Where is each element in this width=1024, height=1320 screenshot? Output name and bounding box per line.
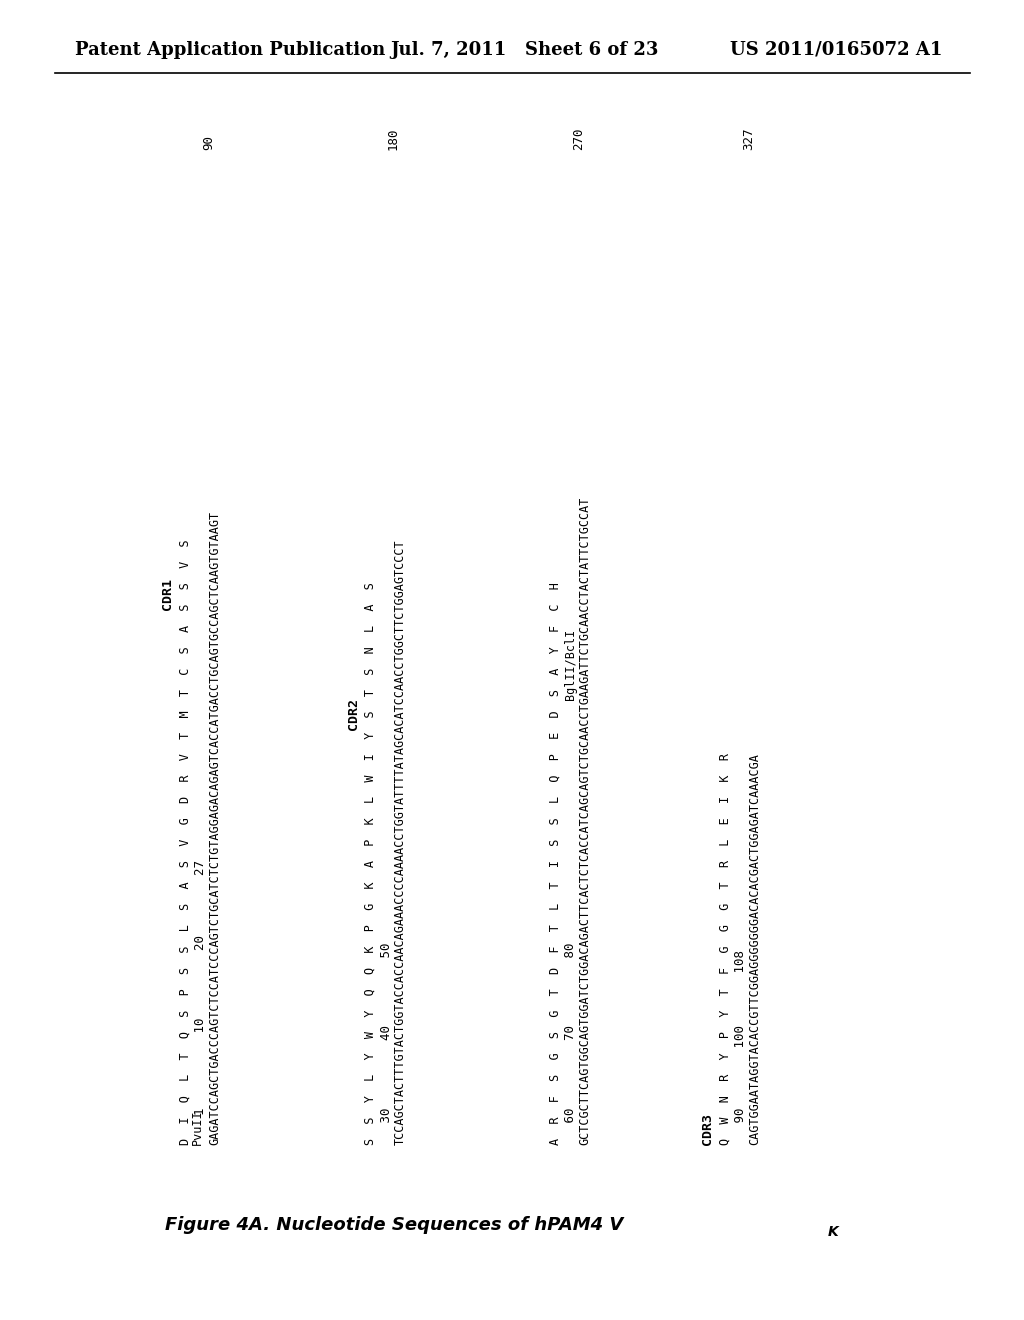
Text: CDR1: CDR1 xyxy=(162,578,174,610)
Text: 90: 90 xyxy=(202,135,215,150)
Text: 90        100       108: 90 100 108 xyxy=(734,950,748,1144)
Text: 30         40         50: 30 40 50 xyxy=(380,942,392,1144)
Text: Q  W  N  R  Y  P  Y  T  F  G  G  G  T  R  L  E  I  K  R: Q W N R Y P Y T F G G G T R L E I K R xyxy=(719,754,731,1144)
Text: Jul. 7, 2011   Sheet 6 of 23: Jul. 7, 2011 Sheet 6 of 23 xyxy=(390,41,658,59)
Text: GAGATCCAGCTGACCCAGTCTCCATCCCAGTCTGCATCTCTGTAGGAGACAGAGTCACCATGACCTGCAGTGCCAGCTCA: GAGATCCAGCTGACCCAGTCTCCATCCCAGTCTGCATCTC… xyxy=(209,511,221,1144)
Text: CDR3: CDR3 xyxy=(701,1113,715,1144)
Text: 1          10         20        27: 1 10 20 27 xyxy=(195,861,208,1144)
Text: 180: 180 xyxy=(387,128,400,150)
Text: CDR2: CDR2 xyxy=(346,698,359,730)
Text: PvuII: PvuII xyxy=(190,1109,204,1144)
Text: S  S  Y  L  Y  W  Y  Q  Q  K  P  G  K  A  P  K  L  W  I  Y  S  T  S  N  L  A  S: S S Y L Y W Y Q Q K P G K A P K L W I Y … xyxy=(364,582,377,1144)
Text: BglII/BclI: BglII/BclI xyxy=(564,628,578,700)
Text: 60         70         80: 60 70 80 xyxy=(564,942,578,1144)
Text: 270: 270 xyxy=(572,128,585,150)
Text: 327: 327 xyxy=(742,128,755,150)
Text: Patent Application Publication: Patent Application Publication xyxy=(75,41,385,59)
Text: US 2011/0165072 A1: US 2011/0165072 A1 xyxy=(730,41,942,59)
Text: CAGTGGAATAGGTACACCGTTCGGAGGGGGGGACACACGACTGGAGATCAAACGA: CAGTGGAATAGGTACACCGTTCGGAGGGGGGGACACACGA… xyxy=(749,754,762,1144)
Text: GCTCGCTTCAGTGGCAGTGGATCTGGACAGACTTCACTCTCACCATCAGCAGTCTGCAACCTGAAGATTCTGCAACCTAC: GCTCGCTTCAGTGGCAGTGGATCTGGACAGACTTCACTCT… xyxy=(579,496,592,1144)
Text: A  R  F  S  G  S  G  T  D  F  T  L  T  I  S  S  L  Q  P  E  D  S  A  Y  F  C  H: A R F S G S G T D F T L T I S S L Q P E … xyxy=(549,582,561,1144)
Text: TCCAGCTACTTTGTACTGGTACCACCAACAGAAACCCCAAAACCTGGTATTTTATAGCACATCCAACCTGGCTTCTGGAG: TCCAGCTACTTTGTACTGGTACCACCAACAGAAACCCCAA… xyxy=(393,540,407,1144)
Text: Figure 4A. Nucleotide Sequences of hPAM4 V: Figure 4A. Nucleotide Sequences of hPAM4… xyxy=(165,1216,624,1234)
Text: K: K xyxy=(828,1225,839,1239)
Text: D  I  Q  L  T  Q  S  P  S  S  L  S  A  S  V  G  D  R  V  T  M  T  C  S  A  S  S : D I Q L T Q S P S S L S A S V G D R V T … xyxy=(178,540,191,1144)
